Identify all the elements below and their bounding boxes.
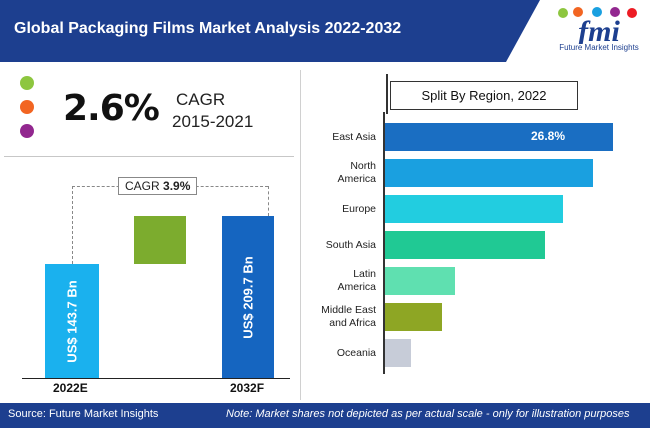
region-label-line: South Asia <box>325 239 376 251</box>
note-text: Note: Market shares not depicted as per … <box>226 408 630 420</box>
region-label-line: Europe <box>342 203 376 215</box>
x-tick-label: 2022E <box>53 381 88 395</box>
cagr-label: CAGR <box>176 90 226 109</box>
region-label-line: Oceania <box>336 347 376 359</box>
logo-text: fmi <box>578 15 620 44</box>
green-dot-icon <box>20 76 34 90</box>
x-axis-baseline <box>22 378 290 379</box>
x-tick-label: 2032F <box>230 381 265 395</box>
orange-dot-icon <box>20 100 34 114</box>
bar-2022-label: US$ 143.7 Bn <box>64 279 80 363</box>
cagr-annotation-value: 3.9% <box>163 179 191 193</box>
cagr-bracket-line <box>268 186 269 216</box>
region-chart-title: Split By Region, 2022 <box>390 81 578 110</box>
bar-2032-label: US$ 209.7 Bn <box>240 255 256 339</box>
cagr-period: 2015-2021 <box>172 112 254 131</box>
region-label-line: Middle East <box>321 304 376 316</box>
logo-mark: fmi <box>558 7 637 48</box>
purple-dot-icon <box>20 124 34 138</box>
growth-bar <box>134 216 186 264</box>
y-axis-line <box>383 112 385 374</box>
region-bar <box>385 339 411 367</box>
region-bar <box>385 195 563 223</box>
region-label-line: Latin <box>353 268 376 280</box>
region-category-label: South Asia <box>302 239 376 252</box>
region-category-label: North America <box>302 160 376 186</box>
cagr-annotation: CAGR 3.9% <box>118 177 198 195</box>
region-label-line: East Asia <box>332 131 376 143</box>
region-category-label: East Asia <box>302 131 376 144</box>
divider <box>4 156 294 157</box>
title-bracket <box>386 74 393 114</box>
bar-2032: US$ 209.7 Bn <box>222 216 274 378</box>
header-band <box>0 0 540 62</box>
region-bar <box>385 303 442 331</box>
header <box>0 0 650 62</box>
footer-bar <box>0 403 650 428</box>
region-label-line: and Africa <box>329 317 376 329</box>
region-category-label: Middle East and Africa <box>302 304 376 330</box>
region-label-line: America <box>337 281 376 293</box>
region-bar <box>385 231 545 259</box>
page-title: Global Packaging Films Market Analysis 2… <box>14 20 402 37</box>
cagr-value: 2.6% <box>63 88 160 129</box>
cagr-bracket-line <box>72 186 73 264</box>
fmi-logo: fmi Future Market Insights <box>553 6 645 58</box>
source-text: Source: Future Market Insights <box>8 408 159 420</box>
region-bar <box>385 159 593 187</box>
bar-2022: US$ 143.7 Bn <box>45 264 99 378</box>
region-category-label: Latin America <box>302 268 376 294</box>
divider <box>300 70 301 400</box>
region-category-label: Europe <box>302 203 376 216</box>
region-label-line: North <box>350 160 376 172</box>
cagr-annotation-prefix: CAGR <box>125 179 160 193</box>
region-bar <box>385 267 455 295</box>
logo-tagline: Future Market Insights <box>559 43 639 52</box>
region-bar <box>385 123 613 151</box>
region-category-label: Oceania <box>302 347 376 360</box>
data-label: 26.8% <box>531 129 566 143</box>
region-label-line: America <box>337 173 376 185</box>
